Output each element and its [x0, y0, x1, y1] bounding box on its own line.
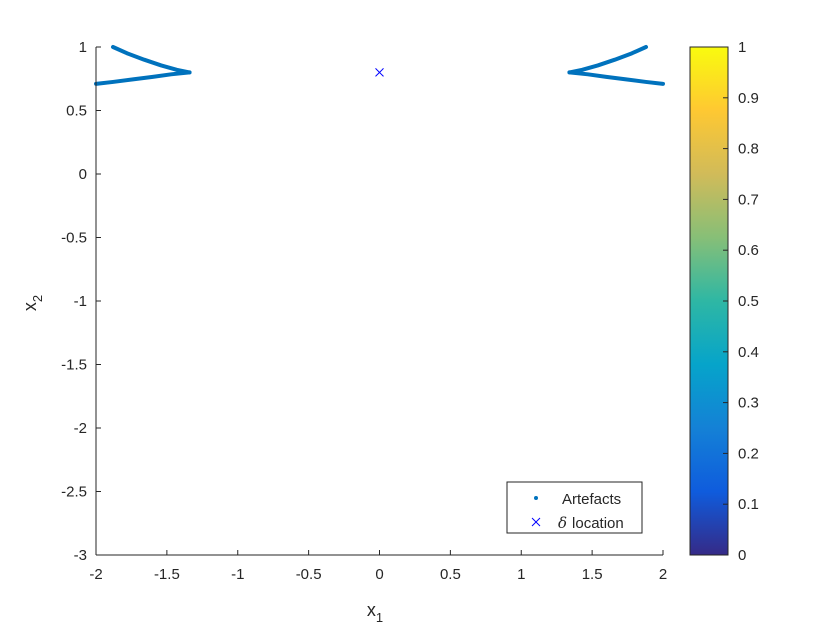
y-tick-label: -0.5	[61, 230, 87, 247]
legend-label-delta: δ location	[558, 514, 624, 532]
colorbar-tick-label: 0.1	[738, 496, 759, 513]
artefact-curve-1	[94, 70, 192, 86]
y-tick-label: -1	[74, 293, 87, 310]
x-axis-label-main: x	[367, 600, 376, 620]
legend-label-delta-text: location	[572, 515, 624, 532]
x-tick-label: 0	[375, 566, 383, 583]
x-tick-label: 2	[659, 566, 667, 583]
y-tick-label: -2.5	[61, 484, 87, 501]
x-tick-label: 0.5	[440, 566, 461, 583]
axes-layer: -2 -1.5 -1 -0.5 0 0.5 1 1.5 2 -3 -2.5 -2 -1.5 -1 -0.5 0…	[61, 39, 667, 583]
colorbar-tick-label: 0.3	[738, 395, 759, 412]
y-tick-label: 0.5	[66, 103, 87, 120]
legend-marker-artefacts	[534, 496, 538, 500]
y-axis-label: x2	[20, 295, 45, 311]
colorbar-tick-label: 0.8	[738, 141, 759, 158]
x-tick-label: -2	[89, 566, 102, 583]
y-tick-label: -2	[74, 420, 87, 437]
x-tick-label: -1.5	[154, 566, 180, 583]
colorbar-gradient	[690, 47, 728, 555]
x-axis-label-subscript: 1	[376, 610, 383, 625]
colorbar-tick-label: 0.9	[738, 90, 759, 107]
legend-marker-delta	[531, 517, 541, 527]
y-axis-label-main: x	[20, 302, 40, 311]
delta-location-marker	[375, 68, 384, 77]
x-axis-label: x1	[367, 600, 383, 625]
y-axis-label-subscript: 2	[30, 295, 45, 302]
x-tick-label: 1.5	[582, 566, 603, 583]
y-tick-label: 1	[79, 39, 87, 56]
colorbar-tick-label: 0.6	[738, 242, 759, 259]
x-tick-label: 1	[517, 566, 525, 583]
colorbar-tick-label: 0.4	[738, 344, 759, 361]
y-tick-label: 0	[79, 166, 87, 183]
y-tick-label: -3	[74, 547, 87, 564]
colorbar-tick-label: 0	[738, 547, 746, 564]
colorbar: 0 0.1 0.2 0.3 0.4 0.5 0.6 0.7 0.8 0.9 1	[689, 39, 759, 564]
y-tick-label: -1.5	[61, 357, 87, 374]
legend-label-artefacts: Artefacts	[562, 491, 621, 508]
colorbar-tick-label: 0.2	[738, 445, 759, 462]
plot-area	[96, 47, 663, 555]
legend-box	[506, 481, 643, 534]
legend-label-delta-symbol: δ	[558, 514, 567, 532]
artefact-curve-3	[567, 70, 665, 86]
colorbar-tick-label: 0.5	[738, 293, 759, 310]
colorbar-tick-label: 0.7	[738, 191, 759, 208]
x-tick-label: -0.5	[296, 566, 322, 583]
artefact-curve-2	[567, 45, 648, 75]
legend: Artefacts δ location	[506, 481, 643, 534]
colorbar-tick-label: 1	[738, 39, 746, 56]
data-layer	[94, 45, 665, 86]
artefact-curve-0	[111, 45, 192, 75]
x-tick-label: -1	[231, 566, 244, 583]
colorbar-ticks: 0 0.1 0.2 0.3 0.4 0.5 0.6 0.7 0.8 0.9 1	[723, 39, 759, 564]
